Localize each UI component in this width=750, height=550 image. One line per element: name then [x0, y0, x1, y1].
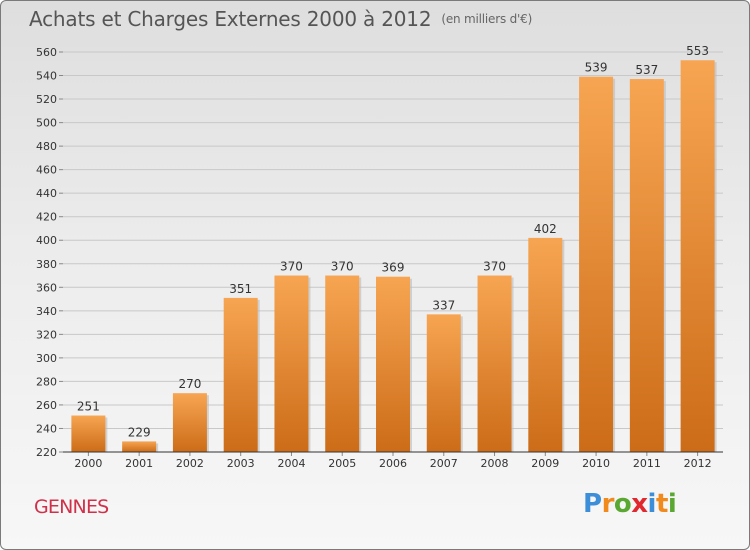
y-tick-label: 360 [36, 281, 57, 294]
bar-value-label: 270 [178, 377, 201, 391]
bar [274, 275, 309, 452]
y-tick-label: 320 [36, 328, 57, 341]
bar-value-label: 539 [585, 61, 608, 75]
logo-letter: r [601, 489, 615, 519]
bar-value-label: 537 [635, 63, 658, 77]
y-tick-label: 540 [36, 70, 57, 83]
bars: 251 229 270 351 370 370 369 337 370 402 539 537 553 [71, 44, 717, 453]
y-tick-label: 340 [36, 305, 57, 318]
x-tick-label: 2004 [277, 457, 305, 470]
x-tick-label: 2006 [379, 457, 407, 470]
chart-subtitle: (en milliers d'€) [441, 12, 533, 26]
x-tick-label: 2007 [430, 457, 458, 470]
bar-value-label: 369 [382, 261, 405, 275]
bar [629, 79, 664, 452]
x-tick-label: 2009 [531, 457, 559, 470]
x-tick-label: 2012 [684, 457, 712, 470]
y-tick-label: 380 [36, 258, 57, 271]
bar [325, 275, 360, 452]
x-tick-label: 2008 [481, 457, 509, 470]
logo-letter: t [655, 489, 668, 519]
y-tick-label: 260 [36, 399, 57, 412]
bar [122, 441, 157, 452]
bar-value-label: 553 [686, 44, 709, 58]
x-tick-label: 2005 [328, 457, 356, 470]
y-tick-label: 560 [36, 46, 57, 59]
bar [71, 415, 106, 452]
bar-value-label: 229 [128, 425, 151, 439]
proxiti-logo: Proxiti [583, 489, 677, 519]
y-tick-label: 500 [36, 117, 57, 130]
bar [376, 276, 410, 452]
y-tick-label: 400 [36, 234, 57, 247]
logo-letter: P [583, 489, 602, 519]
y-tick-label: 520 [36, 93, 57, 106]
bar-value-label: 402 [534, 222, 557, 236]
logo-letter: i [667, 489, 677, 519]
bar [223, 297, 258, 452]
bar-value-label: 337 [432, 298, 455, 312]
y-axis-ticks: 220 240 260 280 300 320 340 360 380 400 420 440 460 4… [36, 46, 63, 459]
bar [579, 76, 614, 453]
bar-value-label: 351 [229, 282, 252, 296]
y-tick-label: 280 [36, 375, 57, 388]
y-tick-label: 240 [36, 422, 57, 435]
y-tick-label: 480 [36, 140, 57, 153]
x-tick-label: 2002 [176, 457, 204, 470]
bar-value-label: 370 [280, 260, 303, 274]
bar [528, 237, 563, 452]
bar-value-label: 370 [331, 260, 354, 274]
x-tick-label: 2000 [74, 457, 102, 470]
y-tick-label: 220 [36, 446, 57, 459]
x-tick-label: 2003 [227, 457, 255, 470]
bar [477, 275, 512, 452]
y-tick-label: 460 [36, 164, 57, 177]
bar-value-label: 370 [483, 260, 506, 274]
bar-value-label: 251 [77, 400, 100, 414]
x-tick-label: 2010 [582, 457, 610, 470]
bar [426, 314, 461, 452]
x-tick-label: 2001 [125, 457, 153, 470]
y-tick-label: 420 [36, 211, 57, 224]
town-name: GENNES [34, 496, 109, 518]
logo-letter: o [613, 489, 632, 519]
logo-letter: x [631, 489, 648, 519]
x-axis-ticks: 2000 2001 2002 2003 2004 2005 2006 2007 2008 2009… [74, 452, 712, 470]
y-tick-label: 300 [36, 352, 57, 365]
title-text: Achats et Charges Externes 2000 à 2012 [29, 7, 432, 31]
y-tick-label: 440 [36, 187, 57, 200]
x-tick-label: 2011 [633, 457, 661, 470]
chart-title: Achats et Charges Externes 2000 à 2012 (e… [29, 7, 532, 31]
bar [172, 393, 207, 452]
bar [680, 60, 715, 453]
logo-letter: i [647, 489, 657, 519]
